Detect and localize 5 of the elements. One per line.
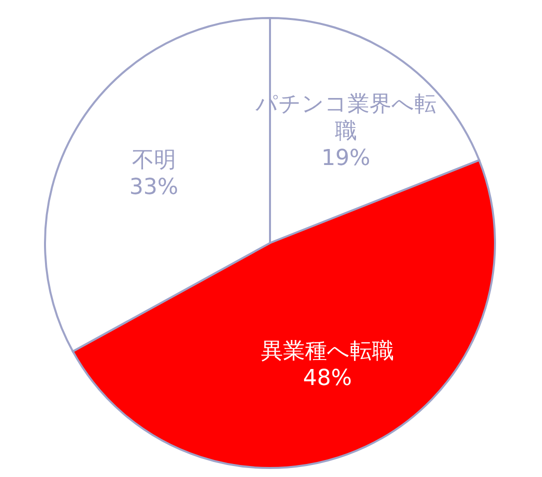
data-label: 48%: [302, 365, 353, 392]
slice-label: 不明: [130, 147, 177, 174]
data-label: 19%: [320, 144, 372, 172]
slice-label: 異業種へ転職: [260, 338, 395, 366]
data-label: 33%: [128, 174, 180, 202]
